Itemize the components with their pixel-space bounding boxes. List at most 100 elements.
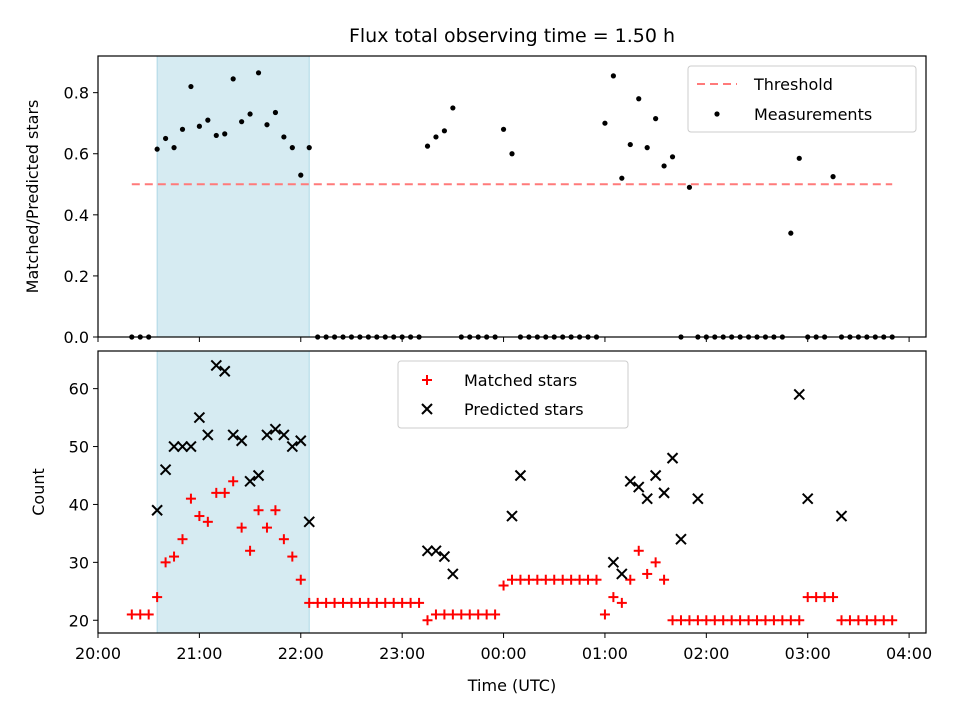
predicted-star-point xyxy=(176,440,189,453)
predicted-star-point xyxy=(658,487,670,499)
matched-star-point xyxy=(836,615,847,626)
predicted-star-point xyxy=(616,568,628,580)
matched-star-point xyxy=(532,574,543,585)
measurement-point xyxy=(661,163,667,169)
measurement-point xyxy=(788,230,794,236)
matched-star-point xyxy=(160,557,171,568)
measurement-point xyxy=(264,122,270,128)
matched-star-point xyxy=(633,545,644,556)
x-tick-label: 22:00 xyxy=(278,644,324,663)
measurement-point xyxy=(686,184,693,190)
matched-star-point xyxy=(752,615,763,626)
predicted-star-point xyxy=(303,516,315,528)
legend-measurement-label: Measurements xyxy=(754,105,872,124)
matched-star-point xyxy=(473,609,484,620)
matched-star-point xyxy=(667,615,678,626)
matched-star-point xyxy=(354,597,365,608)
matched-star-point xyxy=(861,615,872,626)
predicted-star-point xyxy=(185,440,197,453)
matched-star-point xyxy=(439,609,450,620)
matched-star-point xyxy=(371,597,382,608)
matched-star-point xyxy=(346,597,357,608)
y-axis-label: Matched/Predicted stars xyxy=(23,100,42,294)
matched-star-point xyxy=(549,574,560,585)
matched-star-point xyxy=(616,597,627,608)
matched-star-point xyxy=(152,592,163,603)
predicted-star-point xyxy=(506,510,518,522)
x-tick-label: 02:00 xyxy=(683,644,729,663)
predicted-star-point xyxy=(295,435,307,447)
predicted-star-point xyxy=(219,365,231,377)
y-tick-label: 0.2 xyxy=(64,267,89,286)
matched-star-point xyxy=(219,487,230,498)
matched-star-point xyxy=(295,574,306,585)
matched-star-point xyxy=(785,615,796,626)
matched-star-point xyxy=(811,592,822,603)
matched-star-point xyxy=(380,597,391,608)
matched-star-point xyxy=(194,511,205,522)
predicted-star-point xyxy=(692,492,704,505)
series-matched-stars xyxy=(126,476,898,626)
measurement-point xyxy=(289,145,295,151)
legend-box xyxy=(687,65,917,133)
observing-window xyxy=(156,350,310,634)
matched-star-point xyxy=(490,609,501,620)
x-tick-label: 01:00 xyxy=(582,644,628,663)
matched-star-point xyxy=(591,574,602,585)
matched-star-point xyxy=(878,615,889,626)
measurement-point xyxy=(255,70,262,76)
observing-window xyxy=(156,55,310,338)
predicted-star-point xyxy=(430,545,442,557)
x-tick-label: 20:00 xyxy=(75,644,121,663)
matched-star-point xyxy=(599,609,610,620)
legend-measurement-swatch xyxy=(714,111,720,117)
measurement-point xyxy=(830,174,836,180)
y-tick-label: 30 xyxy=(69,553,89,572)
predicted-star-point xyxy=(641,492,653,505)
measurement-point xyxy=(796,155,802,161)
matched-star-point xyxy=(583,574,594,585)
measurement-point xyxy=(653,116,659,122)
matched-star-point xyxy=(270,505,281,516)
matched-star-point xyxy=(853,615,864,626)
matched-star-point xyxy=(684,615,695,626)
matched-star-point xyxy=(768,615,779,626)
matched-star-point xyxy=(287,551,298,562)
matched-star-point xyxy=(312,597,323,608)
matched-star-point xyxy=(228,476,239,487)
predicted-star-point xyxy=(447,568,459,580)
matched-star-point xyxy=(329,597,340,608)
matched-star-point xyxy=(709,615,720,626)
predicted-star-point xyxy=(193,411,206,424)
matched-star-point xyxy=(169,551,180,562)
matched-star-point xyxy=(321,597,332,608)
predicted-star-point xyxy=(269,423,282,435)
matched-star-point xyxy=(464,609,475,620)
y-tick-label: 0.0 xyxy=(64,328,89,347)
matched-star-point xyxy=(507,574,517,585)
matched-star-point xyxy=(253,505,264,516)
measurement-point xyxy=(281,134,287,140)
matched-star-point xyxy=(414,597,425,608)
measurement-point xyxy=(441,128,448,134)
measurement-point xyxy=(179,126,186,132)
matched-star-point xyxy=(726,615,737,626)
measurement-point xyxy=(213,132,219,139)
predicted-star-point xyxy=(624,475,636,487)
predicted-star-point xyxy=(835,510,848,522)
matched-star-point xyxy=(126,609,137,620)
matched-star-point xyxy=(870,615,881,626)
matched-star-point xyxy=(608,592,619,603)
matched-star-point xyxy=(211,487,222,498)
measurement-point xyxy=(610,73,616,79)
x-axis-label: Time (UTC) xyxy=(467,676,556,695)
legend: Matched stars Predicted stars xyxy=(397,360,629,429)
matched-star-point xyxy=(675,615,686,626)
matched-star-point xyxy=(236,522,247,533)
chart-title: Flux total observing time = 1.50 h xyxy=(349,25,675,47)
y-axis-label: Count xyxy=(29,468,48,516)
y-tick-label: 0.6 xyxy=(64,145,89,164)
measurement-point xyxy=(424,143,431,149)
matched-star-point xyxy=(844,615,855,626)
